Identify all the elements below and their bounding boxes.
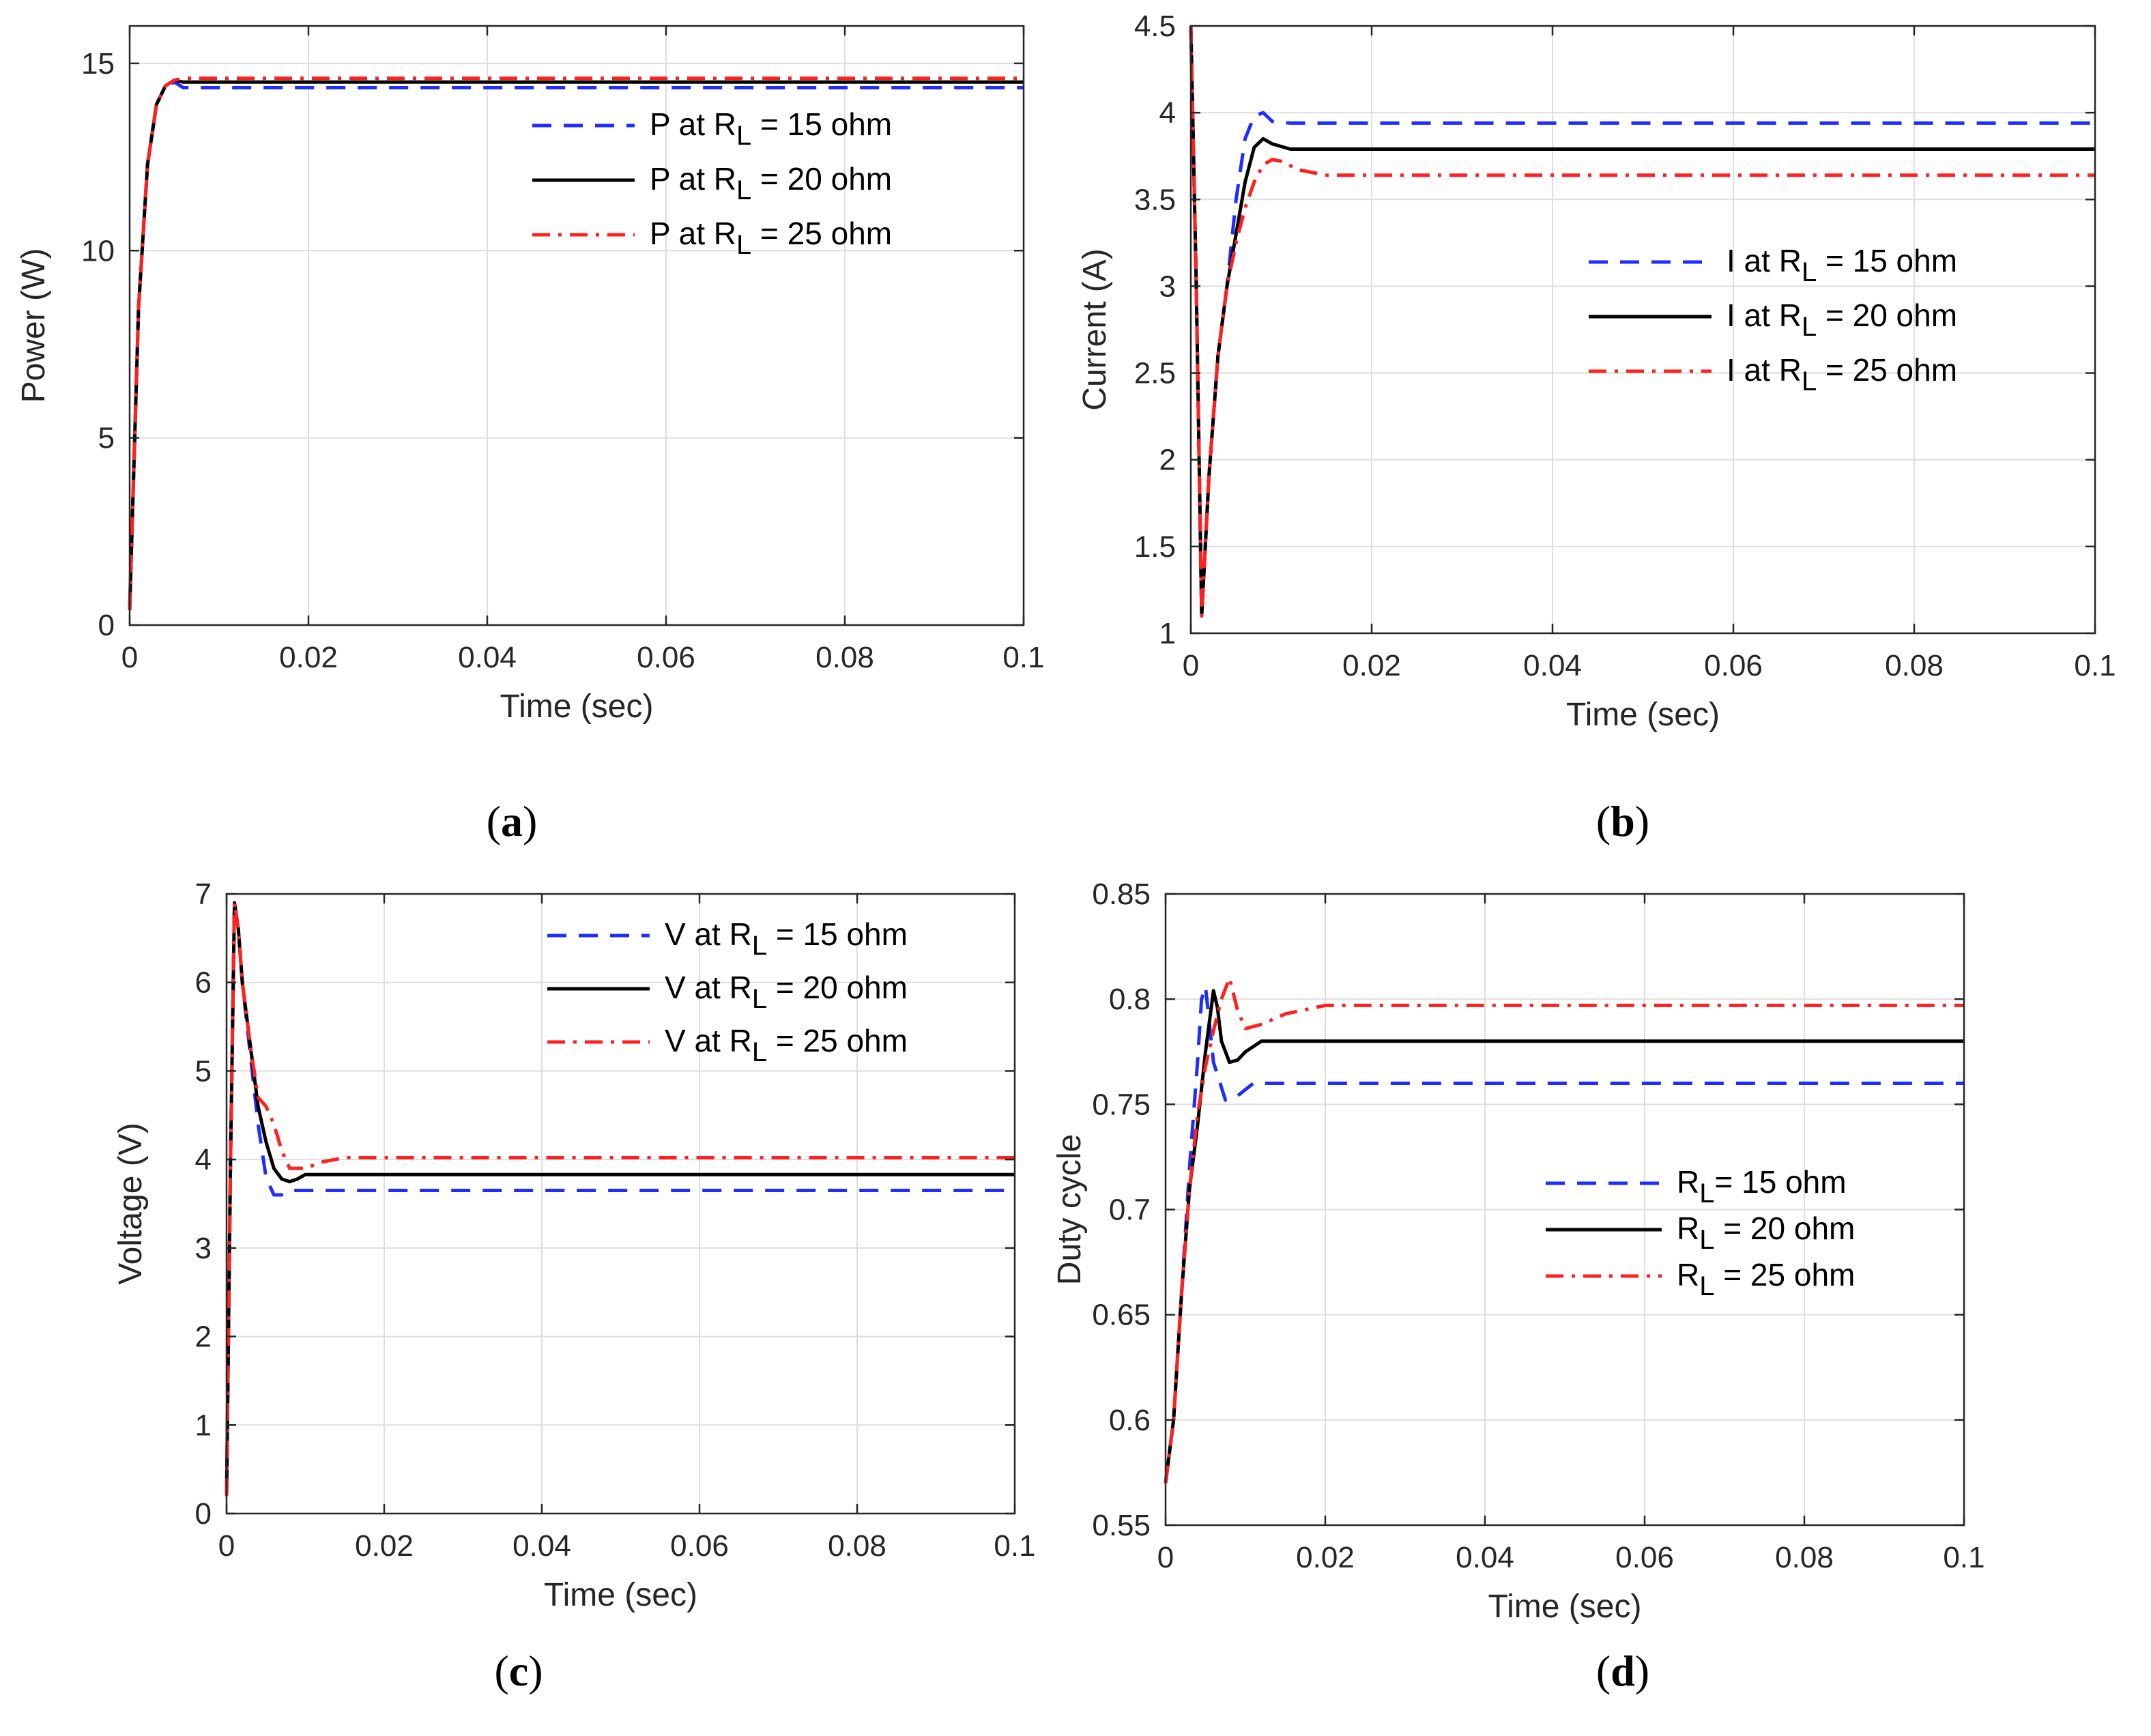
y-tick-label: 3 [195, 1232, 212, 1265]
x-tick-label: 0.04 [1523, 649, 1582, 682]
x-tick-label: 0.02 [1342, 649, 1401, 682]
y-axis-label: Power (W) [16, 248, 52, 403]
y-tick-label: 1 [195, 1408, 212, 1442]
y-axis-label: Duty cycle [1052, 1134, 1088, 1285]
y-tick-label: 5 [98, 422, 115, 455]
axes-box [1189, 25, 2096, 635]
y-tick-label: 0.8 [1109, 983, 1151, 1016]
y-tick-label: 5 [195, 1054, 212, 1088]
chart-panel-b: 0 0.02 0.04 0.06 0.08 0.1 1 1.5 2 2.5 3 3.5 4 4.5 Time… [1077, 10, 2116, 845]
x-tick-label: 0.1 [1002, 641, 1044, 674]
legend: I at RL = 15 ohm I at RL = 20 ohm I at RL … [1589, 243, 1957, 396]
panel-caption-a: (a) [487, 797, 538, 845]
y-tick-label: 0.6 [1109, 1404, 1151, 1437]
panel-caption-c: (c) [494, 1647, 543, 1695]
legend-label-25-ohm: V at RL = 25 ohm [665, 1023, 908, 1067]
legend: P at RL = 15 ohm P at RL = 20 ohm P at RL … [532, 106, 892, 260]
y-tick-label: 3.5 [1134, 183, 1176, 216]
x-axis-label: Time (sec) [500, 689, 654, 725]
x-tick-label: 0.06 [670, 1529, 729, 1563]
legend-label-20-ohm: P at RL = 20 ohm [650, 161, 892, 205]
y-tick-label: 2 [1159, 444, 1176, 477]
panel-caption-d: (d) [1596, 1647, 1649, 1695]
y-tick-label: 2 [195, 1320, 212, 1354]
series-line-20-ohm [225, 901, 1015, 1496]
y-tick-label: 2.5 [1134, 357, 1176, 390]
legend-label-15-ohm: V at RL = 15 ohm [665, 916, 908, 961]
x-axis-label: Time (sec) [1566, 697, 1720, 733]
x-tick-label: 0.08 [815, 641, 874, 674]
x-tick-label: 0.06 [1615, 1541, 1674, 1574]
legend: V at RL = 15 ohm V at RL = 20 ohm V at RL … [547, 916, 908, 1067]
y-tick-label: 4 [195, 1143, 212, 1176]
y-tick-label: 7 [195, 878, 212, 911]
x-axis-label: Time (sec) [1488, 1589, 1642, 1625]
x-tick-label: 0.1 [994, 1529, 1035, 1563]
y-tick-label: 10 [81, 234, 115, 267]
series-line-15-ohm [1189, 25, 2095, 618]
x-tick-label: 0.02 [1296, 1541, 1355, 1574]
y-tick-label: 0.55 [1092, 1509, 1151, 1542]
y-axis-label: Voltage (V) [113, 1123, 149, 1284]
series-line-25-ohm [128, 76, 1024, 611]
x-tick-label: 0.04 [458, 641, 517, 674]
y-tick-label: 4.5 [1134, 10, 1176, 43]
legend-label-15-ohm: I at RL = 15 ohm [1727, 243, 1957, 287]
x-tick-label: 0.08 [1885, 649, 1944, 682]
x-tick-label: 0.1 [2074, 649, 2116, 682]
legend-label-15-ohm: RL= 15 ohm [1677, 1164, 1847, 1209]
x-tick-label: 0 [1157, 1541, 1174, 1574]
series-line-25-ohm [1164, 976, 1964, 1484]
legend-label-20-ohm: RL = 20 ohm [1677, 1211, 1855, 1255]
x-tick-label: 0.08 [828, 1529, 886, 1563]
x-tick-label: 0.02 [355, 1529, 414, 1563]
x-tick-label: 0.04 [513, 1529, 571, 1563]
x-tick-label: 0.06 [1704, 649, 1763, 682]
x-tick-label: 0 [218, 1529, 235, 1563]
series-line-20-ohm [1164, 989, 1964, 1484]
y-tick-label: 1.5 [1134, 530, 1176, 564]
legend-label-20-ohm: V at RL = 20 ohm [665, 970, 908, 1014]
chart-panel-d: 0 0.02 0.04 0.06 0.08 0.1 0.55 0.6 0.65 0.7 0.75 0.… [1052, 878, 1985, 1695]
panel-caption-b: (b) [1596, 797, 1649, 845]
plot-area [227, 894, 1015, 1514]
legend-label-25-ohm: P at RL = 25 ohm [650, 216, 892, 260]
x-tick-label: 0.02 [279, 641, 338, 674]
axes-box [225, 893, 1016, 1515]
chart-panel-a: 0 0.02 0.04 0.06 0.08 0.1 0 5 10 15 Time (sec) Powe… [16, 25, 1045, 845]
y-tick-label: 3 [1159, 270, 1176, 303]
y-tick-label: 1 [1159, 617, 1176, 650]
x-tick-label: 0.06 [637, 641, 695, 674]
legend-label-15-ohm: P at RL = 15 ohm [650, 106, 892, 151]
y-tick-label: 0 [98, 609, 115, 642]
legend-label-25-ohm: I at RL = 25 ohm [1727, 352, 1957, 396]
y-axis-label: Current (A) [1077, 248, 1113, 410]
y-tick-label: 4 [1159, 96, 1176, 130]
plot-area [1191, 26, 2095, 633]
x-tick-label: 0.08 [1775, 1541, 1834, 1574]
y-tick-label: 0.75 [1092, 1088, 1151, 1121]
legend-label-20-ohm: I at RL = 20 ohm [1727, 298, 1957, 342]
axes-box [128, 25, 1025, 626]
x-tick-label: 0.04 [1456, 1541, 1514, 1574]
y-tick-label: 0.85 [1092, 878, 1151, 911]
y-tick-label: 15 [81, 47, 115, 81]
x-tick-label: 0 [1183, 649, 1199, 682]
y-tick-label: 0.7 [1109, 1194, 1151, 1227]
chart-panel-c: 0 0.02 0.04 0.06 0.08 0.1 0 1 2 3 4 5 6 7 Time (sec) Vo… [113, 878, 1036, 1695]
x-tick-label: 0.1 [1943, 1541, 1984, 1574]
y-tick-label: 0.65 [1092, 1299, 1151, 1332]
x-tick-label: 0 [121, 641, 138, 674]
series-line-25-ohm [225, 901, 1015, 1496]
x-axis-label: Time (sec) [544, 1577, 697, 1613]
legend-label-25-ohm: RL = 25 ohm [1677, 1257, 1855, 1301]
y-tick-label: 6 [195, 966, 212, 1000]
y-tick-label: 0 [195, 1497, 212, 1531]
